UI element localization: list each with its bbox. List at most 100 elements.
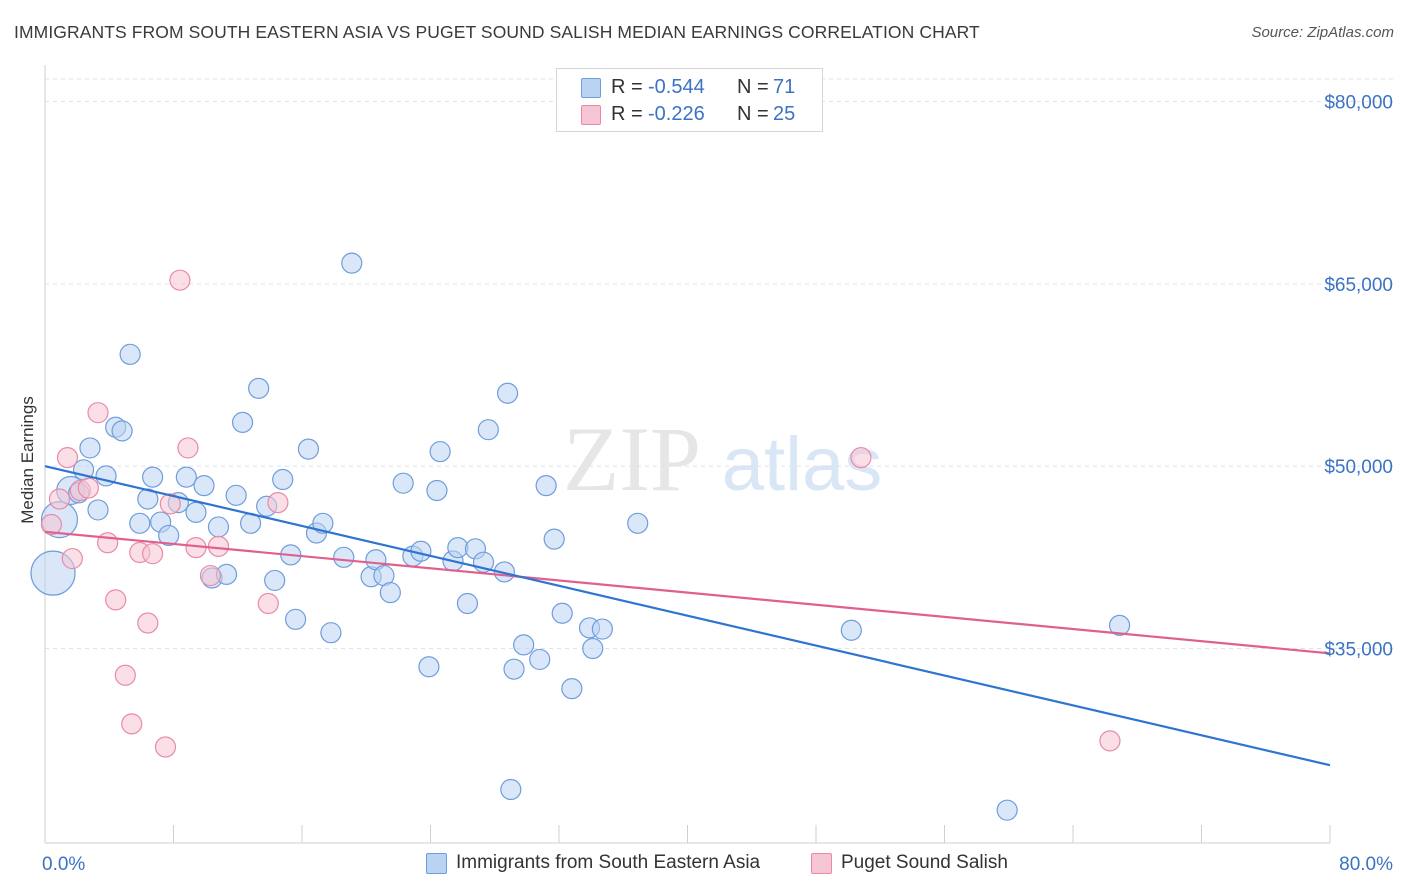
immigrants-point-67 [627, 512, 649, 534]
immigrants-point-54 [493, 561, 515, 583]
salish-point-15 [159, 493, 181, 515]
legend-n-value: 71 [773, 76, 796, 98]
salish-point-9 [114, 664, 136, 686]
source-label: Source: ZipAtlas.com [1251, 24, 1394, 41]
x-tick-label-min: 0.0% [42, 854, 85, 875]
immigrants-point-49 [447, 537, 469, 559]
immigrants-trend-line [44, 465, 1331, 767]
salish-point-0 [40, 513, 63, 536]
immigrants-point-68 [840, 619, 862, 641]
salish-point-20 [207, 535, 230, 557]
immigrants-point-11 [129, 512, 151, 534]
salish-trend-line [44, 530, 1331, 655]
salish-point-3 [61, 547, 83, 570]
y-tick-label-0: $35,000 [1324, 640, 1393, 661]
immigrants-point-58 [513, 634, 535, 656]
immigrants-point-69 [996, 799, 1018, 821]
immigrants-point-23 [225, 484, 247, 506]
immigrants-point-6 [87, 499, 109, 521]
salish-point-17 [177, 437, 199, 459]
immigrants-point-29 [272, 468, 294, 491]
salish-point-5 [77, 477, 99, 499]
immigrants-point-61 [543, 528, 565, 550]
salish-point-23 [850, 447, 872, 469]
tick-labels: $35,000 $50,000 $65,000 $80,000 0.0% 80.0% [42, 92, 1393, 875]
salish-point-21 [257, 592, 279, 615]
immigrants-point-34 [312, 512, 334, 534]
immigrants-point-21 [207, 516, 230, 538]
immigrants-point-59 [529, 648, 551, 671]
immigrants-point-63 [561, 678, 583, 700]
immigrants-point-56 [500, 778, 522, 801]
series-legend-label: Puget Sound Salish [841, 852, 1008, 873]
salish-point-22 [267, 492, 289, 514]
immigrants-point-19 [193, 475, 215, 497]
immigrants-point-17 [175, 466, 197, 488]
watermark: ZIP atlas [563, 408, 882, 510]
immigrants-point-26 [248, 377, 270, 399]
trend-lines [44, 465, 1331, 767]
salish-point-2 [56, 447, 79, 469]
immigrants-point-15 [158, 524, 180, 547]
legend-n-label: N = [737, 76, 769, 98]
immigrants-point-37 [341, 252, 363, 274]
legend-n-value: 25 [773, 103, 796, 125]
salish-point-13 [142, 543, 164, 565]
y-tick-label-2: $65,000 [1324, 275, 1393, 296]
y-tick-label-1: $50,000 [1324, 457, 1393, 478]
salish-point-1 [48, 488, 71, 510]
axes [44, 65, 1331, 844]
immigrants-point-65 [582, 637, 604, 660]
series-salish-points [40, 269, 1121, 758]
immigrants-point-5 [79, 437, 101, 459]
immigrants-point-66 [591, 618, 613, 640]
x-tick-label-max: 80.0% [1339, 854, 1393, 875]
legend-r-label: R = [611, 76, 643, 98]
immigrants-point-31 [284, 608, 307, 630]
legend-n-label: N = [737, 103, 769, 125]
series-legend-swatch-blue [426, 853, 447, 874]
salish-point-16 [169, 269, 191, 291]
immigrants-point-28 [264, 569, 286, 592]
salish-point-24 [1099, 730, 1121, 752]
immigrants-point-9 [111, 420, 133, 442]
immigrants-point-36 [333, 546, 355, 568]
salish-point-8 [105, 589, 127, 611]
immigrants-point-13 [142, 466, 164, 488]
watermark-zip: ZIP [563, 408, 701, 510]
legend-r-value: -0.226 [648, 103, 705, 125]
immigrants-point-53 [477, 419, 499, 441]
immigrants-point-35 [320, 622, 342, 644]
immigrants-point-60 [535, 475, 557, 497]
immigrants-point-45 [418, 656, 440, 678]
legend-swatch-pink [581, 105, 601, 125]
legend-swatch-blue [581, 78, 601, 98]
immigrants-point-50 [456, 592, 479, 615]
immigrants-point-46 [426, 479, 448, 502]
immigrants-point-62 [551, 602, 573, 624]
immigrants-point-24 [231, 411, 254, 433]
salish-point-14 [154, 736, 177, 758]
y-tick-label-3: $80,000 [1324, 92, 1393, 113]
chart-title: IMMIGRANTS FROM SOUTH EASTERN ASIA VS PU… [14, 22, 980, 42]
immigrants-point-55 [497, 382, 519, 404]
legend-r-value: -0.544 [648, 76, 705, 98]
correlation-legend: R = -0.544 N = 71 R = -0.226 N = 25 [556, 68, 823, 132]
grid [45, 78, 1395, 649]
series-legend-label: Immigrants from South Eastern Asia [456, 852, 761, 873]
salish-point-7 [97, 532, 119, 554]
immigrants-point-10 [119, 343, 141, 365]
salish-point-12 [137, 612, 159, 634]
immigrants-point-41 [379, 581, 401, 604]
immigrants-point-70 [1108, 614, 1131, 637]
legend-r-label: R = [611, 103, 643, 125]
salish-point-10 [121, 713, 143, 735]
immigrants-point-57 [503, 658, 525, 680]
series-immigrants-points [30, 252, 1131, 821]
salish-point-19 [199, 564, 222, 587]
immigrants-point-18 [185, 501, 207, 523]
immigrants-point-42 [392, 472, 414, 494]
series-legend-swatch-pink [811, 853, 832, 874]
salish-point-6 [87, 402, 109, 424]
